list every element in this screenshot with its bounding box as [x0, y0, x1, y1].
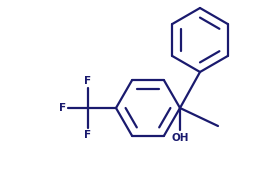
Text: F: F [59, 103, 66, 113]
Text: F: F [85, 130, 92, 140]
Text: F: F [85, 76, 92, 86]
Text: OH: OH [171, 133, 189, 143]
